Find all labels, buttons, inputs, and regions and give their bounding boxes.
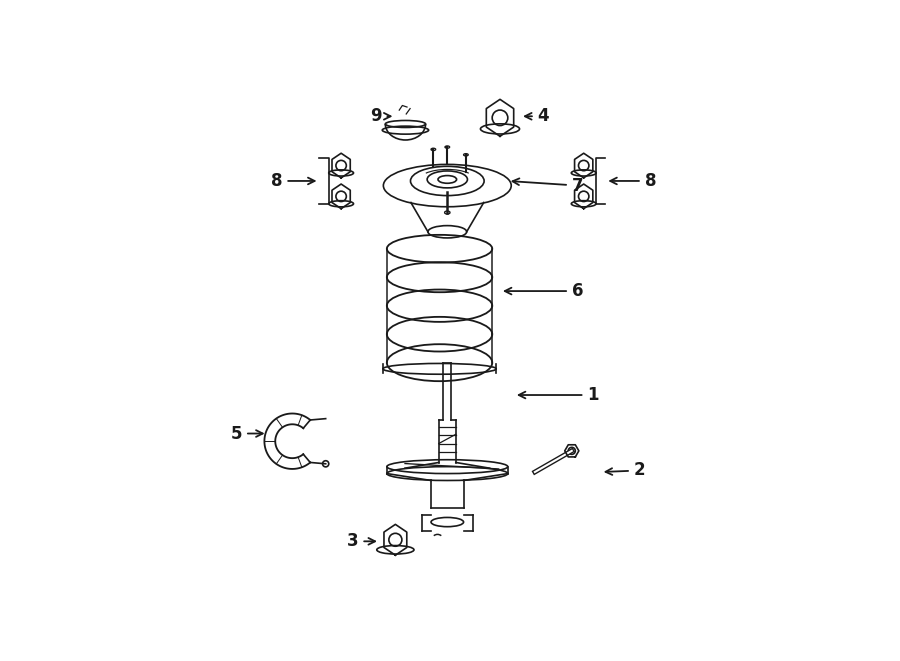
Text: 7: 7 (512, 176, 583, 194)
Text: 5: 5 (230, 424, 263, 442)
Text: 4: 4 (525, 107, 549, 126)
Text: 8: 8 (271, 172, 315, 190)
Text: 8: 8 (610, 172, 656, 190)
Text: 9: 9 (370, 107, 391, 126)
Text: 6: 6 (505, 282, 583, 300)
Text: 1: 1 (518, 386, 598, 404)
Text: 2: 2 (606, 461, 645, 479)
Text: 3: 3 (346, 532, 375, 551)
